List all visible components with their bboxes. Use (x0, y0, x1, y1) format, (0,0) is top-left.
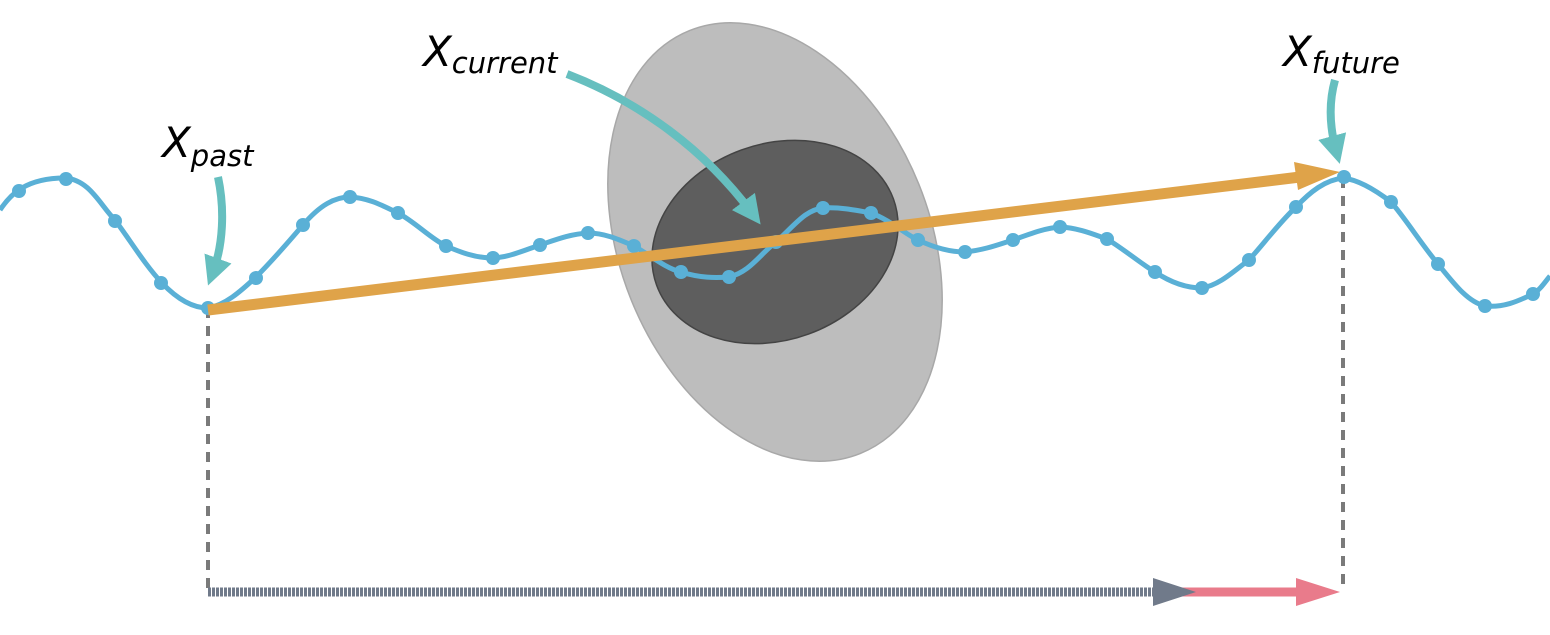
sample-point (1242, 253, 1256, 267)
x-future-subscript: future (1312, 46, 1400, 80)
sample-point (439, 239, 453, 253)
sample-point (1006, 233, 1020, 247)
sample-point (391, 206, 405, 220)
sample-point (1431, 257, 1445, 271)
curved-arrow-icon (565, 70, 761, 225)
sample-point (581, 226, 595, 240)
x-past-subscript: past (190, 139, 255, 173)
sample-point (1100, 232, 1114, 246)
sample-point (108, 214, 122, 228)
sample-point (1195, 281, 1209, 295)
sample-point (1526, 287, 1540, 301)
sample-point (958, 245, 972, 259)
sample-point (343, 190, 357, 204)
sample-point (674, 265, 688, 279)
sample-point (12, 184, 26, 198)
sample-point (296, 218, 310, 232)
sample-point (816, 201, 830, 215)
x-past-symbol: X (160, 118, 192, 167)
x-current-label: Xcurrent (421, 27, 559, 80)
sample-point (722, 270, 736, 284)
sample-point (533, 238, 547, 252)
sample-point (59, 172, 73, 186)
sample-point (154, 276, 168, 290)
x-current-subscript: current (452, 46, 559, 80)
curved-arrow-icon (1318, 78, 1347, 164)
sample-point (911, 233, 925, 247)
sample-point (864, 206, 878, 220)
sample-point (249, 271, 263, 285)
sample-point (1148, 265, 1162, 279)
x-future-label: Xfuture (1281, 27, 1400, 80)
time-axis-arrow (208, 578, 1196, 606)
sample-point (627, 239, 641, 253)
sample-point (1053, 220, 1067, 234)
time-series-curve (0, 175, 1550, 311)
sample-point (486, 251, 500, 265)
x-current-symbol: X (421, 27, 453, 76)
sample-point (1289, 200, 1303, 214)
sample-point (1337, 170, 1351, 184)
sample-point (1478, 299, 1492, 313)
x-future-symbol: X (1281, 27, 1313, 76)
x-past-label: Xpast (160, 118, 255, 173)
curved-arrow-icon (204, 176, 232, 286)
sample-point (1384, 195, 1398, 209)
prediction-arrow (207, 162, 1340, 316)
